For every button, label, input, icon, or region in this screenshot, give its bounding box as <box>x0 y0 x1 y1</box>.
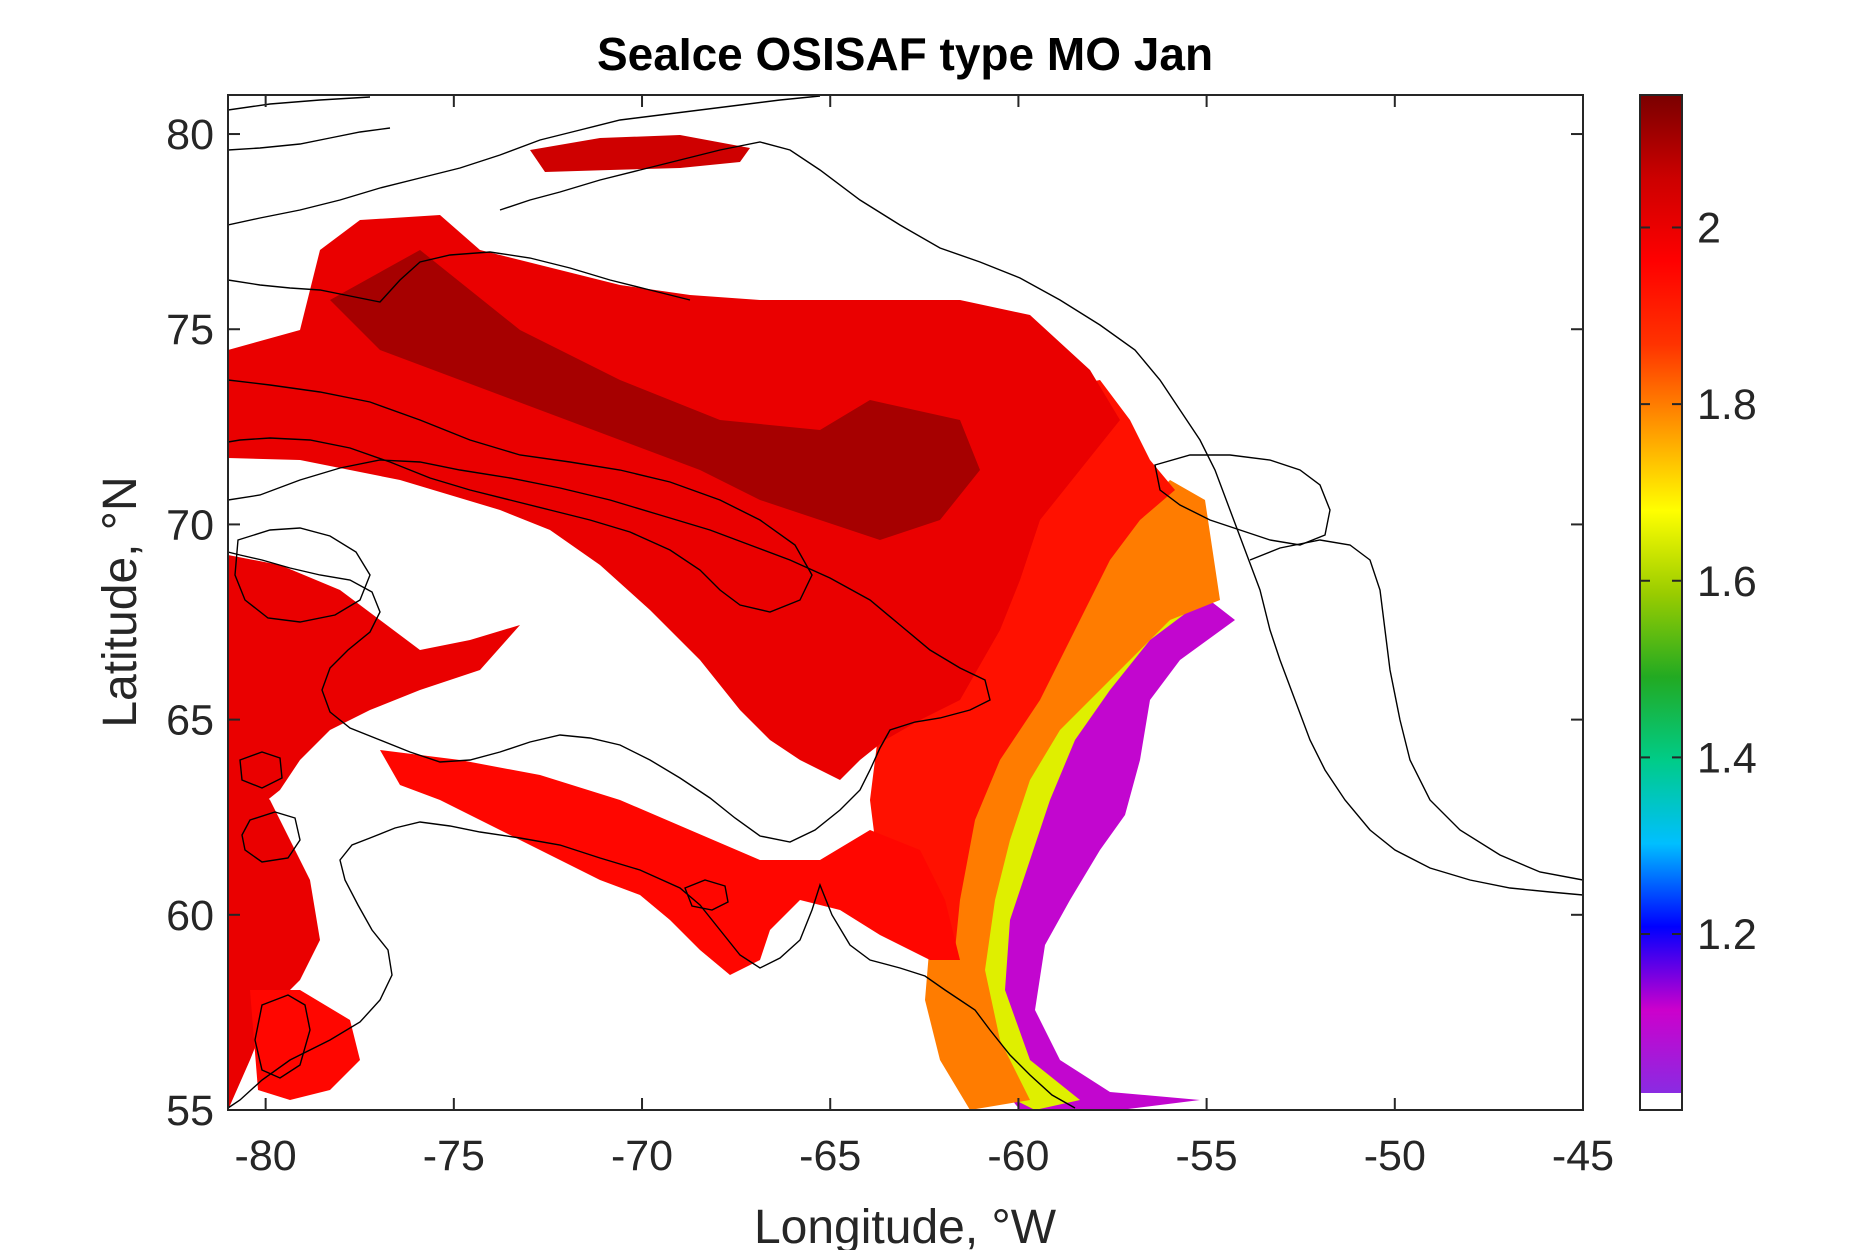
colorbar: 1.2 1.4 1.6 1.8 2 <box>1639 94 1757 1111</box>
plot-area <box>227 94 1584 1111</box>
x-tick-label: -75 <box>423 1132 485 1180</box>
x-axis-label: Longitude, °W <box>754 1201 1057 1250</box>
x-tick-label: -45 <box>1552 1132 1614 1180</box>
colorbar-gradient <box>1640 95 1682 1093</box>
x-tick-label: -55 <box>1176 1132 1238 1180</box>
coastline-devon-island <box>228 379 813 613</box>
coastline-axel-heiberg <box>228 127 391 151</box>
sea-ice-field <box>228 135 1235 1110</box>
coastline-island-coats <box>239 751 283 789</box>
colorbar-tick-label: 1.6 <box>1697 558 1757 606</box>
coastline-island-resolution <box>684 879 729 911</box>
y-axis-label: Latitude, °N <box>94 476 147 727</box>
x-tick-label: -65 <box>799 1132 861 1180</box>
y-axis: 55 60 65 70 75 80 <box>166 111 1583 1135</box>
coastline-baffin-island <box>228 459 991 843</box>
x-tick-label: -50 <box>1364 1132 1426 1180</box>
x-tick-label: -70 <box>611 1132 673 1180</box>
ice-region-5 <box>330 250 980 540</box>
y-tick-label: 75 <box>166 306 214 354</box>
ice-region-9 <box>380 750 960 975</box>
coastline-greenland-south <box>1249 539 1583 881</box>
y-tick-label: 70 <box>166 501 214 549</box>
y-tick-label: 80 <box>166 111 214 159</box>
plot-frame <box>227 94 1584 1111</box>
chart-title: SeaIce OSISAF type MO Jan <box>597 28 1213 80</box>
coastline-ellesmere-island <box>228 95 821 226</box>
coastline-southampton-island <box>234 527 371 623</box>
x-tick-label: -80 <box>235 1132 297 1180</box>
ice-region-8 <box>228 760 320 1110</box>
colorbar-tick-label: 1.8 <box>1697 381 1757 429</box>
x-axis: -80 -75 -70 -65 -60 -55 -50 -45 <box>235 95 1614 1180</box>
ice-region-7 <box>228 555 520 815</box>
coastline-north-arctic <box>228 96 371 111</box>
ice-region-2 <box>925 480 1220 1110</box>
coastline-greenland-west <box>499 141 1583 896</box>
coastline-labrador <box>228 821 1076 1109</box>
coastline-ellesmere-inner <box>228 251 691 303</box>
colorbar-tick-label: 1.2 <box>1697 911 1757 959</box>
y-tick-label: 65 <box>166 697 214 745</box>
coastline-greenland-interior <box>1154 454 1331 546</box>
coastline-island-belcher <box>254 994 311 1079</box>
x-tick-label: -60 <box>987 1132 1049 1180</box>
coastlines <box>228 95 1583 1109</box>
colorbar-tick-label: 2 <box>1697 204 1721 252</box>
colorbar-frame <box>1639 94 1683 1111</box>
colorbar-tick-label: 1.4 <box>1697 734 1757 782</box>
y-tick-label: 60 <box>166 892 214 940</box>
coastline-island-mansel <box>241 811 301 863</box>
colorbar-nodata-swatch <box>1640 1093 1682 1110</box>
ice-region-6 <box>530 135 750 172</box>
y-tick-label: 55 <box>166 1087 214 1135</box>
colorbar-ticks: 1.2 1.4 1.6 1.8 2 <box>1640 204 1757 959</box>
